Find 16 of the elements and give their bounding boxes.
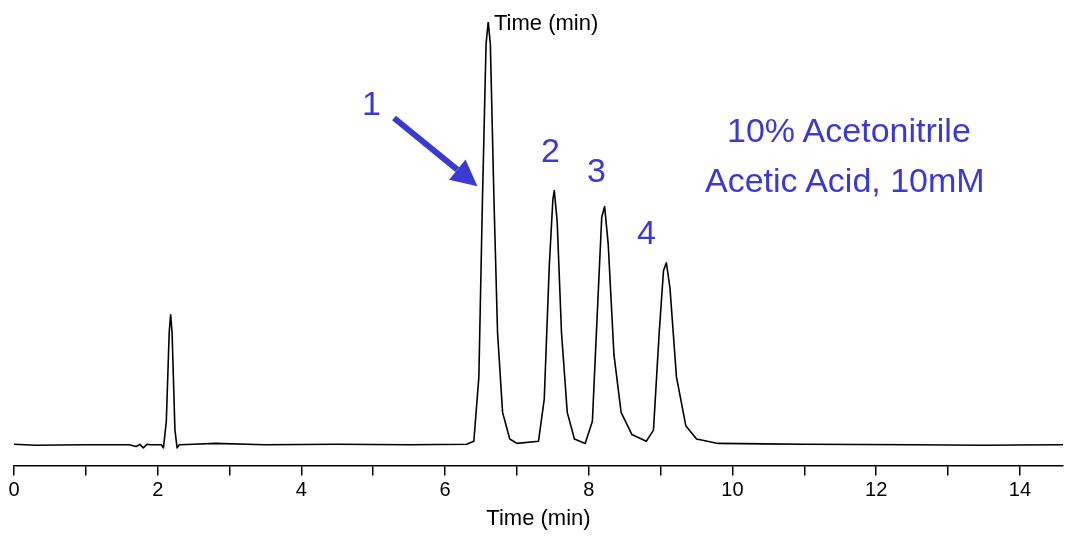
annotation: Time (min) — [494, 10, 599, 35]
x-tick-label: 4 — [295, 478, 307, 501]
annotation: Acetic Acid, 10mM — [705, 161, 985, 199]
x-tick-label: 8 — [583, 478, 595, 501]
x-tick-label: 0 — [8, 478, 20, 501]
x-tick-label: 10 — [721, 478, 744, 501]
annotation: 1 — [362, 84, 381, 122]
annotation: 4 — [637, 213, 656, 251]
x-tick-label: 2 — [152, 478, 164, 501]
annotation: 3 — [587, 151, 606, 189]
x-axis-title: Time (min) — [486, 504, 591, 530]
x-tick-label: 12 — [865, 478, 888, 501]
annotation: 10% Acetonitrile — [727, 111, 971, 149]
x-tick-label: 6 — [439, 478, 451, 501]
x-tick-label: 14 — [1008, 478, 1032, 501]
annotation: 2 — [541, 131, 560, 169]
